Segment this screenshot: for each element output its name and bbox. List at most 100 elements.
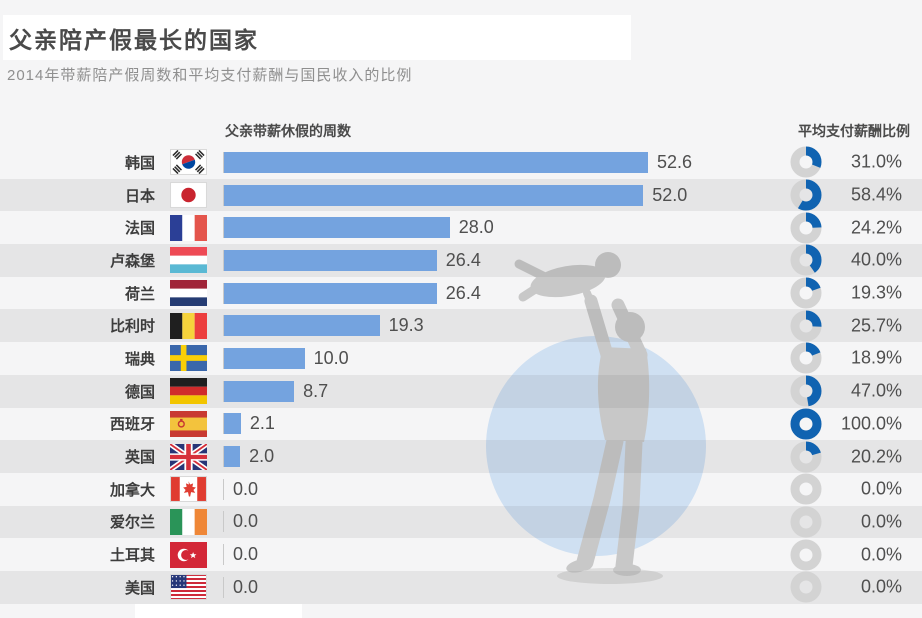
flag-tr-icon (170, 541, 207, 568)
pay-ratio-donut-icon (790, 146, 822, 178)
table-row: 英国 2.0 20.2% (0, 440, 922, 473)
father-baby-watermark-illustration (483, 243, 803, 587)
weeks-value: 52.6 (657, 151, 693, 172)
pay-ratio-donut-icon (790, 506, 822, 538)
pay-ratio-value: 0.0% (860, 576, 902, 597)
pay-ratio-donut-icon (790, 441, 822, 473)
pay-ratio-value: 0.0% (860, 544, 902, 565)
flag-ie-icon (170, 508, 207, 535)
country-label: 卢森堡 (109, 252, 155, 270)
pay-ratio-value: 40.0% (850, 249, 902, 270)
weeks-value: 19.3 (388, 315, 424, 336)
weeks-bar (224, 151, 648, 173)
weeks-bar-track: 52.0 (223, 184, 688, 206)
weeks-bar-track: 2.0 (223, 446, 274, 468)
page-title: 父亲陪产假最长的国家 (9, 27, 259, 53)
pay-ratio-value: 20.2% (850, 446, 902, 467)
pay-ratio-donut-icon (790, 277, 822, 309)
table-row: 比利时 19.3 25.7% (0, 309, 922, 343)
weeks-bar-track: 28.0 (223, 217, 494, 239)
pay-ratio-value: 31.0% (850, 151, 902, 172)
weeks-bar-track: 0.0 (223, 544, 258, 566)
title-background-box (3, 15, 631, 60)
weeks-bar-track: 52.6 (223, 151, 693, 173)
country-label: 英国 (124, 449, 155, 467)
weeks-bar-track: 8.7 (223, 380, 329, 402)
weeks-value: 0.0 (233, 576, 259, 597)
weeks-value: 52.0 (652, 184, 688, 205)
country-rows-list: 韩国 52.6 31.0% 日本 52.0 58.4% 法国 28.0 24.2% 卢森堡 26.4… (0, 146, 922, 604)
weeks-bar-track: 0.0 (223, 576, 259, 598)
table-row: 日本 52.0 58.4% (0, 178, 922, 212)
weeks-bar (224, 249, 437, 271)
weeks-column-header: 父亲带薪休假的周数 (225, 123, 351, 139)
table-row: 瑞典 10.0 18.9% (0, 342, 922, 375)
weeks-value: 26.4 (445, 249, 481, 270)
table-row: 西班牙 2.1 100.0% (0, 408, 922, 441)
flag-se-icon (170, 345, 207, 372)
country-label: 德国 (124, 383, 155, 401)
pay-ratio-value: 18.9% (850, 347, 902, 368)
weeks-value: 26.4 (445, 282, 481, 303)
weeks-bar (224, 347, 305, 369)
weeks-bar-track: 26.4 (223, 249, 481, 271)
bottom-white-patch (135, 604, 302, 618)
page-subtitle: 2014年带薪陪产假周数和平均支付薪酬与国民收入的比例 (7, 67, 413, 84)
table-row: 爱尔兰 0.0 0.0% (0, 505, 922, 539)
pay-column-header: 平均支付薪酬比例 (798, 123, 910, 139)
pay-ratio-value: 24.2% (850, 217, 902, 238)
weeks-bar-track: 0.0 (223, 511, 259, 533)
country-label: 土耳其 (109, 547, 155, 565)
flag-fr-icon (170, 214, 207, 241)
pay-ratio-donut-icon (790, 539, 822, 571)
flag-es-icon (170, 410, 207, 437)
weeks-value: 8.7 (303, 380, 329, 401)
weeks-bar (224, 446, 241, 468)
flag-be-icon (170, 312, 207, 339)
country-label: 韩国 (124, 154, 155, 172)
flag-ca-icon (170, 476, 207, 503)
weeks-value: 28.0 (458, 217, 494, 238)
pay-ratio-donut-icon (790, 375, 822, 407)
country-label: 美国 (124, 579, 155, 597)
pay-ratio-donut-icon (790, 408, 822, 440)
pay-ratio-value: 0.0% (860, 478, 902, 499)
country-label: 瑞典 (124, 350, 155, 368)
flag-kr-icon (170, 149, 207, 176)
pay-ratio-value: 100.0% (840, 413, 902, 434)
pay-ratio-value: 58.4% (850, 184, 902, 205)
country-label: 加拿大 (109, 481, 155, 499)
table-row: 韩国 52.6 31.0% (0, 146, 922, 179)
table-row: 荷兰 26.4 19.3% (0, 277, 922, 310)
pay-ratio-value: 0.0% (860, 511, 902, 532)
weeks-value: 10.0 (313, 347, 349, 368)
table-row: 卢森堡 26.4 40.0% (0, 244, 922, 277)
weeks-value: 0.0 (233, 511, 259, 532)
father-baby-silhouette-icon (486, 252, 706, 584)
table-row: 美国 0.0 0.0% (0, 570, 922, 604)
table-row: 土耳其 0.0 0.0% (0, 538, 922, 571)
flag-de-icon (170, 378, 207, 405)
country-label: 日本 (124, 187, 155, 205)
pay-ratio-donut-icon (790, 212, 822, 244)
weeks-bar (224, 184, 644, 206)
pay-ratio-donut-icon (790, 179, 822, 211)
flag-nl-icon (170, 280, 207, 307)
weeks-bar (224, 282, 437, 304)
country-label: 爱尔兰 (109, 514, 155, 532)
pay-ratio-value: 19.3% (850, 282, 902, 303)
weeks-value: 2.1 (249, 413, 275, 434)
weeks-bar-track: 2.1 (223, 413, 275, 435)
country-label: 西班牙 (109, 416, 155, 434)
weeks-bar-track: 0.0 (223, 478, 259, 500)
weeks-value: 0.0 (233, 478, 259, 499)
weeks-bar-track: 10.0 (223, 347, 349, 369)
weeks-bar-track: 19.3 (223, 315, 424, 337)
pay-ratio-donut-icon (790, 342, 822, 374)
pay-ratio-value: 25.7% (850, 315, 902, 336)
weeks-bar (224, 380, 295, 402)
weeks-bar (224, 413, 241, 435)
table-row: 德国 8.7 47.0% (0, 374, 922, 408)
pay-ratio-donut-icon (790, 473, 822, 505)
